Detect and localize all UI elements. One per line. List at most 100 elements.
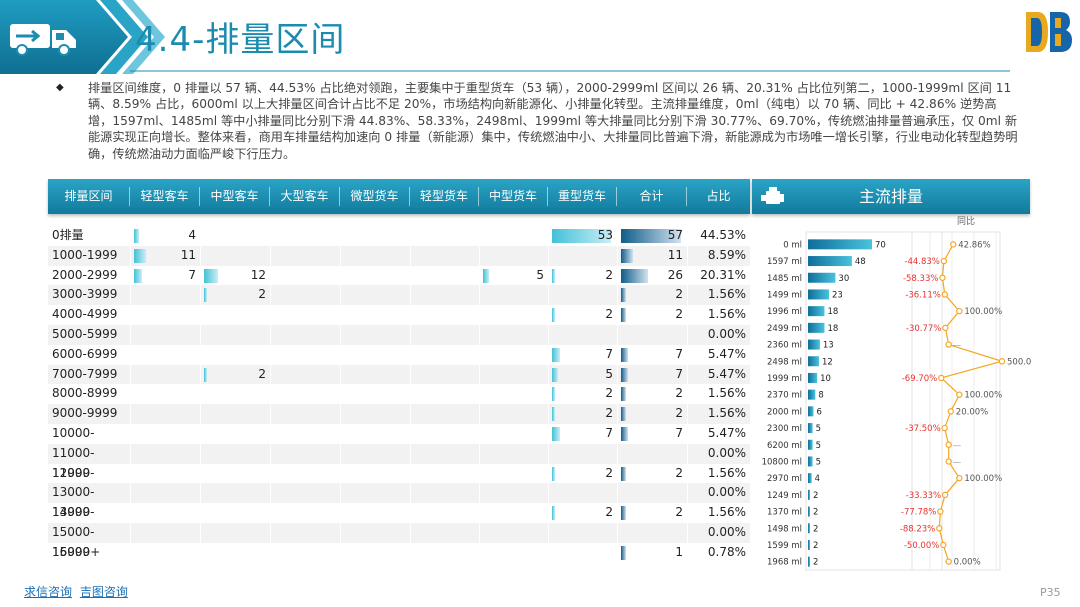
- col-header: 占比: [706, 189, 731, 203]
- value-label: 8: [818, 391, 823, 401]
- ratio-label: -58.33%: [903, 274, 938, 284]
- ratio-label: -33.33%: [906, 491, 941, 501]
- value-bar: [808, 423, 813, 434]
- table-row: 12000-12999 2 2 1.56%: [48, 464, 750, 500]
- share-value: 0.00%: [707, 485, 746, 500]
- share-value: 1.56%: [707, 307, 746, 322]
- category-label: 1968 ml: [767, 558, 802, 568]
- column-divider: [200, 226, 201, 583]
- cell-value: 7: [605, 425, 613, 440]
- value-bar: [808, 239, 872, 250]
- range-label: 0排量: [52, 228, 84, 242]
- table-row: 4000-4999 2 2 1.56%: [48, 305, 750, 325]
- value-bar: [808, 306, 825, 317]
- total-bar: [621, 347, 629, 362]
- value-label: 6: [816, 407, 821, 417]
- total-bar: [621, 229, 681, 243]
- column-divider: [270, 226, 271, 583]
- footer-link-jitu[interactable]: 吉图咨询: [79, 585, 128, 599]
- company-logo-icon: [1026, 12, 1072, 52]
- cell-value: 2: [258, 287, 266, 302]
- value-bar: [808, 539, 810, 550]
- table-row: 2000-2999 7 12 5 2 26 20.31%: [48, 266, 750, 286]
- ratio-label: -69.70%: [902, 374, 937, 384]
- value-label: 18: [827, 307, 838, 317]
- ratio-line: [938, 244, 1005, 562]
- ratio-label: 42.86%: [958, 240, 990, 250]
- truck-icon: [10, 24, 76, 56]
- value-label: 5: [816, 441, 821, 451]
- total-value: 7: [675, 366, 683, 381]
- cell-value: 7: [188, 267, 196, 282]
- table-row: 10000-10999 7 7 5.47%: [48, 424, 750, 460]
- ratio-label: 20.00%: [956, 407, 988, 417]
- range-label: 12000-12999: [52, 465, 95, 500]
- category-label: 1249 ml: [767, 491, 802, 501]
- ratio-label: —: [953, 341, 962, 351]
- ratio-label: 100.00%: [964, 474, 1002, 484]
- range-label: 14000-14999: [52, 505, 95, 539]
- total-value: 2: [675, 386, 683, 401]
- col-header: 轻型货车: [410, 187, 479, 206]
- col-header: 重型货车: [548, 187, 617, 206]
- ratio-point: [942, 324, 949, 332]
- bullet-icon: ◆: [56, 82, 64, 93]
- cell-bar: [204, 288, 207, 303]
- col-header: 大型客车: [270, 187, 340, 206]
- ratio-label: —: [953, 441, 962, 451]
- total-bar: [621, 545, 626, 560]
- range-label: 1000-1999: [52, 247, 118, 262]
- ratio-label: 500.00%: [1007, 357, 1032, 367]
- ratio-point: [956, 307, 963, 315]
- total-value: 26: [667, 267, 683, 282]
- title-banner: 4.4-排量区间: [0, 0, 1080, 74]
- ratio-point: [941, 424, 948, 432]
- total-value: 11: [667, 247, 683, 262]
- share-value: 1.56%: [707, 386, 746, 401]
- cell-bar: [552, 407, 555, 422]
- ratio-label: -30.77%: [906, 324, 941, 334]
- cell-bar: [134, 268, 142, 283]
- value-label: 18: [827, 324, 838, 334]
- page-title: 4.4-排量区间: [135, 20, 346, 60]
- ratio-label: 100.00%: [964, 391, 1002, 401]
- category-label: 1597 ml: [767, 257, 802, 267]
- cell-bar: [552, 308, 555, 323]
- value-bar: [808, 439, 813, 450]
- share-value: 5.47%: [707, 425, 746, 440]
- cell-value: 53: [597, 228, 613, 242]
- share-value: 0.00%: [707, 524, 746, 539]
- value-label: 12: [822, 357, 833, 367]
- category-label: 2370 ml: [767, 391, 802, 401]
- value-bar: [808, 456, 813, 467]
- ratio-point: [956, 474, 963, 482]
- col-header: 中型客车: [200, 187, 270, 206]
- share-value: 8.59%: [707, 247, 746, 262]
- ratio-point: [941, 291, 949, 298]
- ratio-label: -37.50%: [905, 424, 940, 434]
- share-value: 0.78%: [707, 544, 746, 559]
- ratio-point: [945, 441, 952, 448]
- ratio-point: [945, 558, 952, 565]
- footer-link-qiuxin[interactable]: 求信咨询: [24, 585, 73, 599]
- ratio-label: -88.23%: [900, 524, 935, 534]
- chart-title: 主流排量: [858, 187, 923, 206]
- ratio-label: -50.00%: [904, 541, 939, 551]
- value-label: 10: [820, 374, 831, 384]
- table-row: 9000-9999 2 2 1.56%: [48, 404, 750, 424]
- cell-value: 4: [188, 228, 196, 242]
- cell-bar: [204, 367, 207, 382]
- total-value: 2: [675, 307, 683, 322]
- table-row: 11000-11999 0.00%: [48, 443, 750, 480]
- cell-bar: [552, 268, 555, 283]
- total-bar: [621, 466, 626, 481]
- column-divider: [617, 226, 618, 583]
- ratio-point: [940, 541, 947, 549]
- engine-icon: [761, 187, 784, 204]
- category-label: 1599 ml: [767, 541, 802, 551]
- value-bar: [808, 523, 810, 534]
- value-label: 23: [832, 290, 843, 300]
- ratio-label: -36.11%: [905, 290, 940, 300]
- category-label: 2300 ml: [767, 424, 802, 434]
- cell-bar: [204, 268, 218, 283]
